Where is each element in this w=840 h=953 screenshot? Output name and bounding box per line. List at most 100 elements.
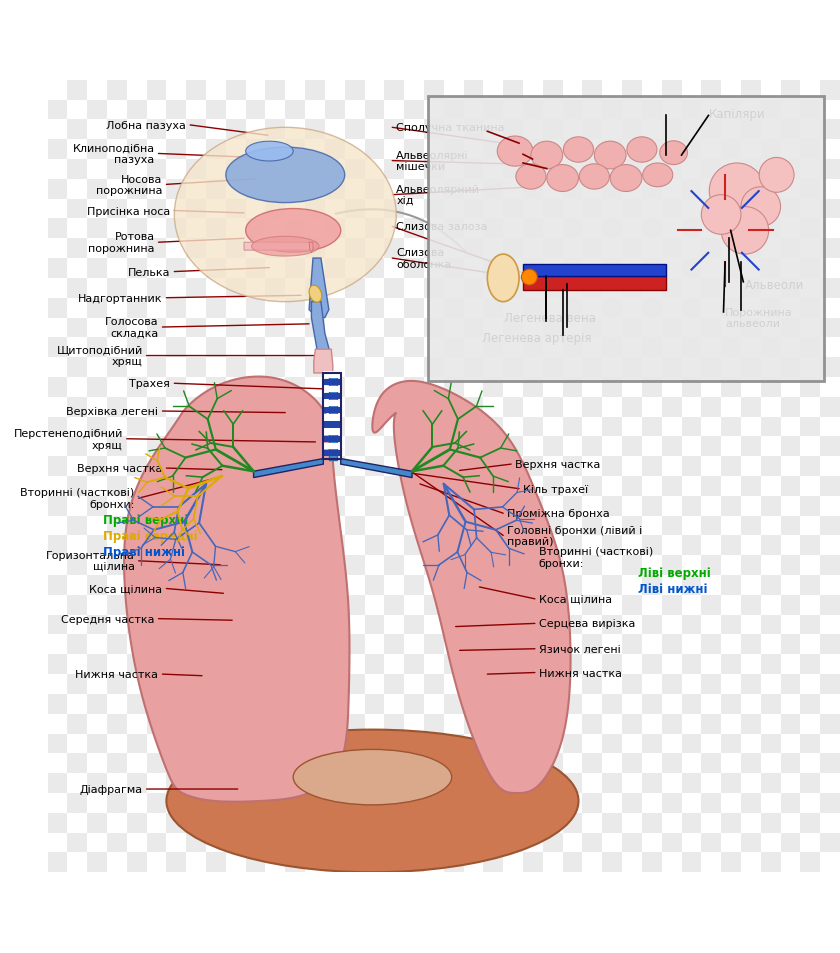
Bar [801,615,820,635]
Bar [701,556,721,576]
Bar [127,140,147,160]
Bar [424,436,444,456]
Bar [503,675,523,694]
Bar [701,517,721,536]
Bar [523,179,543,199]
Bar [265,714,286,734]
Ellipse shape [309,286,322,303]
Bar [206,536,226,556]
Bar [404,338,424,357]
Bar [325,774,344,793]
Bar [186,357,206,377]
Bar [582,278,602,298]
Bar [127,813,147,833]
Bar [48,576,67,596]
Bar [701,81,721,100]
Bar [503,318,523,338]
Bar [523,456,543,476]
Bar [701,714,721,734]
Bar [48,338,67,357]
Bar [721,774,741,793]
Bar [286,774,305,793]
Bar [780,476,801,497]
Bar [642,615,662,635]
Bar [801,377,820,397]
Bar [681,615,701,635]
Bar [523,338,543,357]
Bar [801,456,820,476]
Bar [404,694,424,714]
Bar [87,219,107,239]
Bar [87,377,107,397]
Bar [563,338,582,357]
Bar [464,793,483,813]
Bar [820,556,840,576]
Bar [107,81,127,100]
Bar [67,793,87,813]
Bar [523,259,543,278]
Bar [761,219,780,239]
Bar [761,734,780,754]
Bar [206,576,226,596]
Bar [543,357,563,377]
Bar [503,596,523,615]
Bar [166,179,186,199]
Bar [761,417,780,436]
Bar [344,476,365,497]
Text: Присінка носа: Присінка носа [87,206,171,216]
Bar [206,615,226,635]
Bar [48,853,67,872]
Bar [543,81,563,100]
Bar [107,556,127,576]
Bar [464,714,483,734]
Bar [563,497,582,517]
Bar [602,655,622,675]
Bar [761,655,780,675]
Bar [820,239,840,259]
Bar [385,833,404,853]
Bar [801,179,820,199]
Bar [642,655,662,675]
Bar [67,160,87,179]
Bar [662,239,681,259]
Bar [325,456,344,476]
Bar [127,179,147,199]
Bar [761,536,780,556]
Ellipse shape [547,166,579,193]
Bar [741,199,761,219]
Bar [147,81,166,100]
Bar [523,774,543,793]
Ellipse shape [610,166,642,193]
Bar [444,219,464,239]
Bar [404,456,424,476]
Text: Проміжна бронха: Проміжна бронха [507,509,610,518]
Bar [741,754,761,774]
Bar [265,160,286,179]
Bar [325,497,344,517]
Bar [147,556,166,576]
Bar [820,635,840,655]
Bar [404,497,424,517]
Bar [780,436,801,456]
Bar [820,793,840,813]
Bar [344,278,365,298]
Bar [681,853,701,872]
Bar [721,655,741,675]
Bar [523,497,543,517]
Bar [226,120,245,140]
Bar [543,436,563,456]
Bar [245,456,265,476]
Bar [365,259,385,278]
Bar [701,754,721,774]
Bar [820,754,840,774]
Bar [662,357,681,377]
Ellipse shape [595,142,626,170]
Bar [48,377,67,397]
Bar [245,497,265,517]
Bar [543,754,563,774]
Bar [107,476,127,497]
Bar [87,853,107,872]
Bar [681,219,701,239]
Bar [107,714,127,734]
Bar [344,81,365,100]
